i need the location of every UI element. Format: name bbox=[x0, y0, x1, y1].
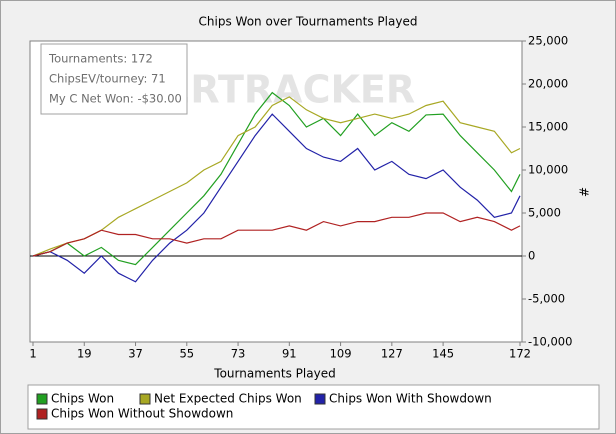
x-tick-label: 73 bbox=[231, 347, 246, 361]
legend-swatch bbox=[314, 393, 326, 405]
y-tick-label: 5,000 bbox=[528, 206, 561, 220]
legend-label: Chips Won Without Showdown bbox=[51, 407, 233, 421]
x-axis-title: Tournaments Played bbox=[213, 367, 335, 381]
series-line bbox=[32, 96, 521, 257]
x-tick-label: 37 bbox=[128, 347, 143, 361]
legend bbox=[27, 384, 600, 430]
series-line bbox=[32, 212, 521, 257]
legend-swatch bbox=[36, 393, 48, 405]
chart-title: Chips Won over Tournaments Played bbox=[199, 15, 418, 29]
y-tick-label: 25,000 bbox=[528, 34, 568, 48]
y-tick-label: -10,000 bbox=[528, 335, 572, 349]
y-axis-title: # bbox=[578, 187, 592, 197]
x-tick-label: 55 bbox=[179, 347, 194, 361]
series-line bbox=[32, 113, 521, 283]
x-tick-label: 91 bbox=[282, 347, 297, 361]
x-tick-label: 1 bbox=[29, 347, 36, 361]
x-tick-label: 145 bbox=[432, 347, 454, 361]
legend-label: Net Expected Chips Won bbox=[154, 392, 302, 406]
y-tick-label: 0 bbox=[528, 249, 535, 263]
y-tick-label: 10,000 bbox=[528, 163, 568, 177]
x-tick-label: 109 bbox=[330, 347, 352, 361]
legend-swatch bbox=[139, 393, 151, 405]
y-tick-label: 15,000 bbox=[528, 120, 568, 134]
x-tick-label: 19 bbox=[77, 347, 92, 361]
info-text: My C Net Won: -$30.00 bbox=[49, 92, 182, 106]
info-text: Tournaments: 172 bbox=[48, 52, 153, 66]
y-tick-label: -5,000 bbox=[528, 292, 565, 306]
info-text: ChipsEV/tourney: 71 bbox=[49, 72, 166, 86]
y-tick-label: 20,000 bbox=[528, 77, 568, 91]
info-box bbox=[40, 43, 188, 115]
legend-label: Chips Won With Showdown bbox=[329, 392, 492, 406]
legend-label: Chips Won bbox=[51, 392, 114, 406]
x-tick-label: 172 bbox=[509, 347, 531, 361]
series-line bbox=[32, 91, 521, 266]
legend-swatch bbox=[36, 408, 48, 420]
x-tick-label: 127 bbox=[381, 347, 403, 361]
